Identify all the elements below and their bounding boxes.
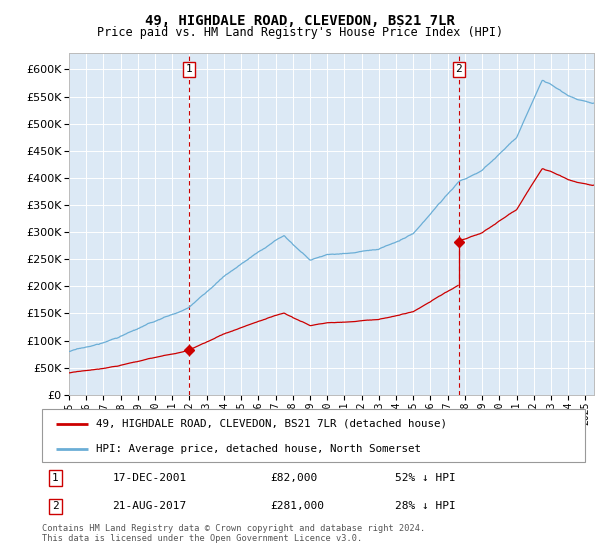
Text: £281,000: £281,000 xyxy=(270,501,324,511)
Text: 2: 2 xyxy=(52,501,59,511)
Text: 1: 1 xyxy=(185,64,192,74)
Text: 49, HIGHDALE ROAD, CLEVEDON, BS21 7LR (detached house): 49, HIGHDALE ROAD, CLEVEDON, BS21 7LR (d… xyxy=(97,419,448,429)
Text: 52% ↓ HPI: 52% ↓ HPI xyxy=(395,473,456,483)
Text: 1: 1 xyxy=(52,473,59,483)
Text: 17-DEC-2001: 17-DEC-2001 xyxy=(113,473,187,483)
Text: HPI: Average price, detached house, North Somerset: HPI: Average price, detached house, Nort… xyxy=(97,444,421,454)
FancyBboxPatch shape xyxy=(42,409,585,462)
Text: 49, HIGHDALE ROAD, CLEVEDON, BS21 7LR: 49, HIGHDALE ROAD, CLEVEDON, BS21 7LR xyxy=(145,14,455,28)
Text: 2: 2 xyxy=(455,64,462,74)
Text: £82,000: £82,000 xyxy=(270,473,317,483)
Text: Price paid vs. HM Land Registry's House Price Index (HPI): Price paid vs. HM Land Registry's House … xyxy=(97,26,503,39)
Text: 21-AUG-2017: 21-AUG-2017 xyxy=(113,501,187,511)
Text: Contains HM Land Registry data © Crown copyright and database right 2024.
This d: Contains HM Land Registry data © Crown c… xyxy=(42,524,425,543)
Text: 28% ↓ HPI: 28% ↓ HPI xyxy=(395,501,456,511)
